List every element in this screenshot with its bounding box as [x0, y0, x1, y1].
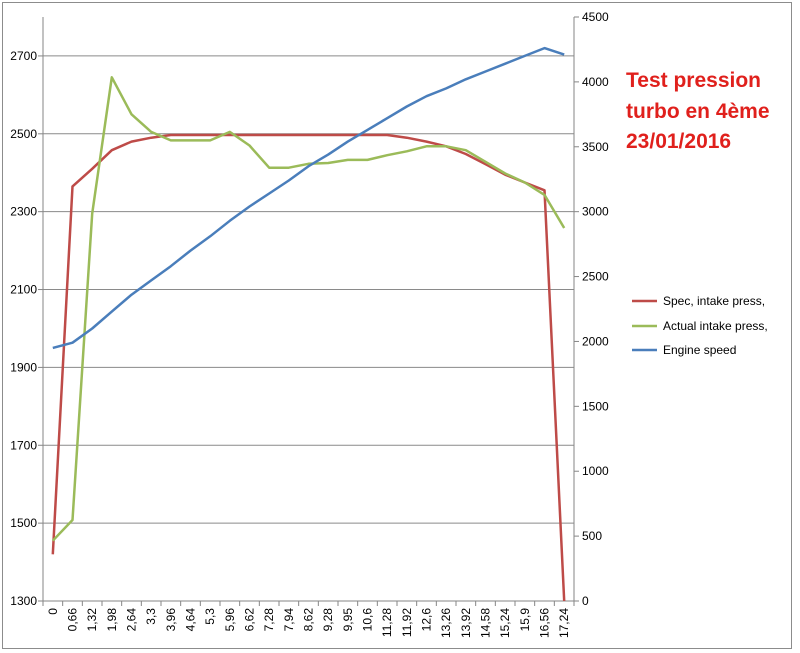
y2-tick-label: 1000: [582, 464, 609, 478]
axes: [38, 16, 579, 606]
x-tick-label: 7,28: [262, 608, 276, 632]
x-tick-label: 8,62: [302, 608, 316, 632]
series-line: [51, 133, 566, 602]
x-tick-label: 1,98: [105, 608, 119, 632]
x-tick-label: 10,6: [361, 608, 375, 632]
annotation-line-3: 23/01/2016: [626, 130, 731, 153]
y2-tick-label: 2500: [582, 270, 609, 284]
series-line: [52, 46, 565, 350]
x-tick-label: 13,92: [459, 608, 473, 638]
x-tick-label: 7,94: [282, 608, 296, 632]
x-tick-label: 3,3: [144, 608, 158, 625]
x-tick-label: 12,6: [420, 608, 434, 632]
y2-tick-label: 3500: [582, 140, 609, 154]
y-tick-label: 2100: [10, 283, 37, 297]
y-tick-label: 2300: [10, 205, 37, 219]
y2-tick-label: 500: [582, 529, 602, 543]
x-tick-label: 4,64: [184, 608, 198, 632]
annotation-line-1: Test pression: [626, 69, 761, 92]
x-tick-label: 0,66: [66, 608, 80, 632]
annotation: Test pression turbo en 4ème 23/01/2016: [626, 69, 770, 153]
x-tick-label: 13,26: [439, 608, 453, 638]
x-tick-label: 3,96: [164, 608, 178, 632]
y-tick-label: 1900: [10, 360, 37, 374]
series-line: [51, 76, 566, 542]
annotation-line-2: turbo en 4ème: [626, 100, 770, 123]
y-tick-label: 1500: [10, 516, 37, 530]
grid-lines: [43, 55, 574, 524]
x-tick-label: 15,24: [498, 608, 512, 638]
x-tick-label: 1,32: [85, 608, 99, 632]
x-tick-label: 15,9: [518, 608, 532, 632]
x-tick-label: 5,96: [223, 608, 237, 632]
x-tick-label: 9,95: [341, 608, 355, 632]
tick-labels: 1300 1500 1700 1900 2100 2300 2500 2700 0 500 1000…: [10, 10, 609, 638]
x-tick-label: 9,28: [321, 608, 335, 632]
y-tick-label: 2700: [10, 49, 37, 63]
legend: Spec, intake press, Actual intake press, E…: [632, 294, 768, 357]
y2-tick-label: 0: [582, 594, 589, 608]
x-tick-label: 17,24: [557, 608, 571, 638]
y2-tick-label: 4500: [582, 10, 609, 24]
x-tick-label: 11,28: [380, 608, 394, 637]
y2-tick-label: 1500: [582, 399, 609, 413]
x-tick-label: 11,92: [400, 608, 414, 637]
x-tick-label: 5,3: [203, 608, 217, 625]
series-lines: [51, 46, 566, 602]
x-tick-label: 6,62: [243, 608, 257, 632]
x-tick-label: 2,64: [125, 608, 139, 632]
y2-tick-label: 4000: [582, 75, 609, 89]
legend-entry: Engine speed: [663, 343, 736, 357]
chart-frame: [2, 2, 792, 649]
legend-entry: Actual intake press,: [663, 319, 768, 333]
x-tick-label: 14,58: [479, 608, 493, 638]
y-tick-label: 1700: [10, 438, 37, 452]
legend-entry: Spec, intake press,: [663, 294, 765, 308]
y-tick-label: 2500: [10, 127, 37, 141]
y2-tick-label: 3000: [582, 205, 609, 219]
y-tick-label: 1300: [10, 594, 37, 608]
y2-tick-label: 2000: [582, 334, 609, 348]
x-tick-label: 16,56: [538, 608, 552, 638]
x-tick-label: 0: [46, 608, 60, 615]
